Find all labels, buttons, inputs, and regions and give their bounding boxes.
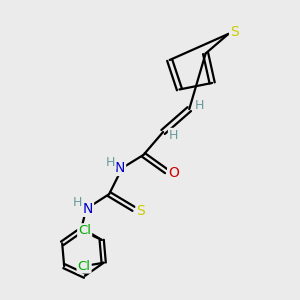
Text: Cl: Cl	[78, 260, 91, 272]
Text: H: H	[169, 129, 178, 142]
Text: H: H	[72, 196, 82, 209]
Text: H: H	[106, 156, 116, 169]
Text: S: S	[136, 203, 145, 218]
Text: H: H	[195, 99, 204, 112]
Text: N: N	[115, 161, 125, 175]
Text: Cl: Cl	[78, 224, 91, 237]
Text: O: O	[168, 166, 179, 180]
Text: S: S	[230, 25, 239, 39]
Text: N: N	[83, 202, 93, 216]
